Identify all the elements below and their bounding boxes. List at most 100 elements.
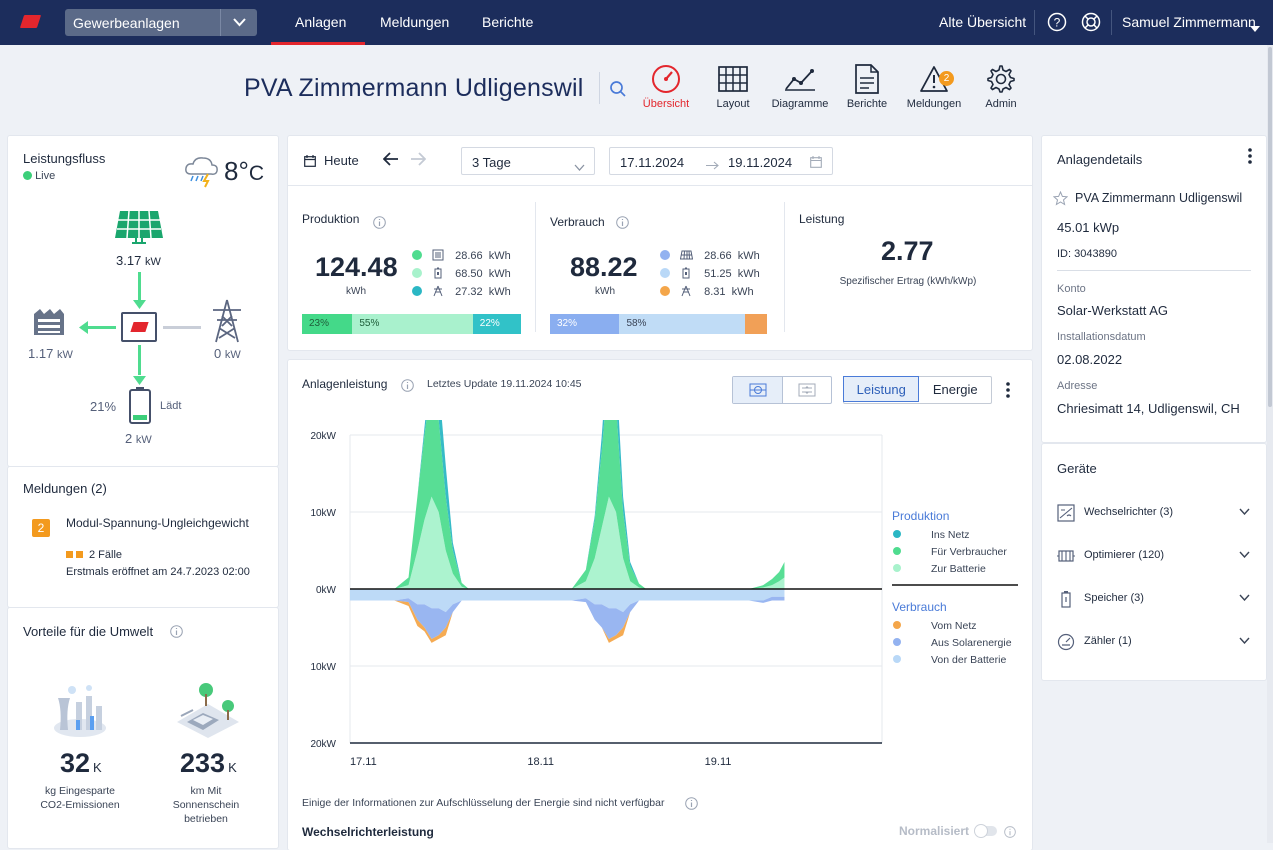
power-toggle-button[interactable]: Leistung <box>843 376 920 402</box>
consumption-value: 51.25 <box>704 268 732 280</box>
battery-state: Lädt <box>160 400 182 412</box>
details-title: Anlagendetails <box>1057 152 1143 167</box>
device-row-optimizers[interactable]: Optimierer (120) <box>1057 545 1257 567</box>
chevron-down-icon <box>1239 508 1250 515</box>
alert-name-link[interactable]: Modul-Spannung-Ungleichgewicht <box>66 516 249 530</box>
old-view-link[interactable]: Alte Übersicht <box>939 14 1027 30</box>
more-options-icon[interactable] <box>1248 148 1252 169</box>
tool-label: Übersicht <box>642 98 690 110</box>
chevron-down-icon[interactable] <box>220 9 257 36</box>
eco-car-icon <box>173 680 243 745</box>
battery-unit: kW <box>135 434 152 446</box>
tab-meldungen[interactable]: Meldungen <box>380 14 450 30</box>
search-icon[interactable] <box>609 80 627 103</box>
inverter-box <box>121 312 157 342</box>
tool-alerts-button[interactable]: 2 Meldungen <box>899 63 969 110</box>
view-stacked-button[interactable] <box>783 377 831 403</box>
tool-overview-button[interactable]: Übersicht <box>631 63 701 110</box>
alert-cases: 2 Fälle <box>66 549 122 561</box>
battery-small-icon <box>434 267 442 279</box>
view-split-button[interactable] <box>733 377 783 403</box>
document-icon <box>832 63 902 95</box>
energy-toggle-button[interactable]: Energie <box>932 382 978 397</box>
unit-label: kWh <box>488 250 511 262</box>
calendar-icon[interactable] <box>810 155 822 173</box>
unit-label: kWh <box>731 286 754 298</box>
info-icon[interactable] <box>401 379 414 397</box>
share-bar-segment: 55% <box>352 314 473 334</box>
chevron-down-icon <box>1239 637 1250 644</box>
brand-logo[interactable] <box>19 15 42 28</box>
page-scrollbar[interactable] <box>1267 45 1273 843</box>
legend-dot <box>412 286 422 296</box>
grid-icon <box>698 63 768 95</box>
normalized-toggle[interactable] <box>975 825 997 837</box>
grid-power: 0 kW <box>214 346 241 361</box>
chart-footnote: Einige der Informationen zur Aufschlüsse… <box>302 797 665 809</box>
tool-reports-button[interactable]: Berichte <box>832 63 902 110</box>
tab-anlagen[interactable]: Anlagen <box>295 14 347 30</box>
y-tick-label: 0kW <box>316 585 337 596</box>
info-icon[interactable] <box>1004 825 1016 843</box>
weather-storm-icon <box>183 154 221 193</box>
account-value: Solar-Werkstatt AG <box>1057 303 1169 318</box>
support-lifebuoy-icon[interactable] <box>1081 12 1101 37</box>
scrollbar-thumb[interactable] <box>1268 47 1272 407</box>
user-menu[interactable]: Samuel Zimmermann <box>1122 14 1256 30</box>
tool-admin-button[interactable]: Admin <box>966 63 1036 110</box>
chevron-down-icon <box>1239 551 1250 558</box>
device-row-storage[interactable]: Speicher (3) <box>1057 588 1257 610</box>
date-to[interactable]: 19.11.2024 <box>728 155 793 170</box>
info-icon[interactable] <box>616 216 629 234</box>
date-from[interactable]: 17.11.2024 <box>620 155 685 170</box>
solar-panel-icon <box>114 210 164 249</box>
site-category-label: Gewerbeanlagen <box>73 15 180 31</box>
plant-id: ID: 3043890 <box>1057 248 1117 260</box>
production-value: 68.50 <box>455 268 483 280</box>
consumption-breakdown: 28.66 kWh 51.25 kWh 8.31 kWh <box>660 247 760 301</box>
legend-label: Zur Batterie <box>931 563 986 575</box>
star-icon[interactable] <box>1052 190 1069 211</box>
info-icon[interactable] <box>170 625 183 643</box>
gear-icon <box>966 63 1036 95</box>
today-button[interactable]: Heute <box>324 153 359 168</box>
page-title: PVA Zimmermann Udligenswil <box>244 74 584 102</box>
help-icon[interactable]: ? <box>1047 12 1067 37</box>
more-options-icon[interactable] <box>1006 382 1010 403</box>
device-row-inverters[interactable]: Wechselrichter (3) <box>1057 502 1257 524</box>
production-value: 28.66 <box>455 250 483 262</box>
x-tick-label: 18.11 <box>527 756 554 768</box>
tool-layout-button[interactable]: Layout <box>698 63 768 110</box>
grid-small-icon <box>433 285 443 297</box>
tool-charts-button[interactable]: Diagramme <box>765 63 835 110</box>
co2-savings-label: kg Eingesparte CO2-Emissionen <box>40 785 120 811</box>
alerts-count-badge: 2 <box>939 71 954 86</box>
arrow-right-icon[interactable] <box>410 152 427 171</box>
caret-down-icon[interactable] <box>1250 19 1260 37</box>
legend-dot <box>660 286 670 296</box>
site-category-select[interactable]: Gewerbeanlagen <box>65 9 257 36</box>
factory-icon <box>32 304 70 341</box>
plant-power-card: Anlagenleistung Letztes Update 19.11.202… <box>288 360 1032 850</box>
info-icon[interactable] <box>685 797 698 815</box>
tab-berichte[interactable]: Berichte <box>482 14 534 30</box>
y-tick-label: 20kW <box>310 431 336 442</box>
pv-power: 3.17 kW <box>116 253 161 268</box>
consumer-unit: kW <box>56 349 73 361</box>
live-dot-icon <box>23 171 32 180</box>
info-icon[interactable] <box>373 216 386 234</box>
grid-small-icon <box>681 285 691 297</box>
divider <box>1111 10 1112 35</box>
account-label: Konto <box>1057 283 1086 295</box>
grid-value: 0 <box>214 346 222 361</box>
energy-summary-card: Heute 3 Tage 17.11.2024 19.11.2024 Produ… <box>288 136 1032 350</box>
inverter-performance-title: Wechselrichterleistung <box>302 825 434 839</box>
range-select[interactable]: 3 Tage <box>461 147 595 175</box>
legend-dot <box>660 268 670 278</box>
legend-dot <box>412 268 422 278</box>
date-range-picker[interactable]: 17.11.2024 19.11.2024 <box>609 147 833 175</box>
plant-power-chart[interactable]: 20kW 10kW 0kW 10kW 20kW 17.11 18.11 19.11 Produk… <box>288 420 1032 780</box>
arrow-left-icon[interactable] <box>382 152 399 171</box>
chart-view-toggle <box>732 376 832 404</box>
device-row-meters[interactable]: Zähler (1) <box>1057 631 1257 653</box>
